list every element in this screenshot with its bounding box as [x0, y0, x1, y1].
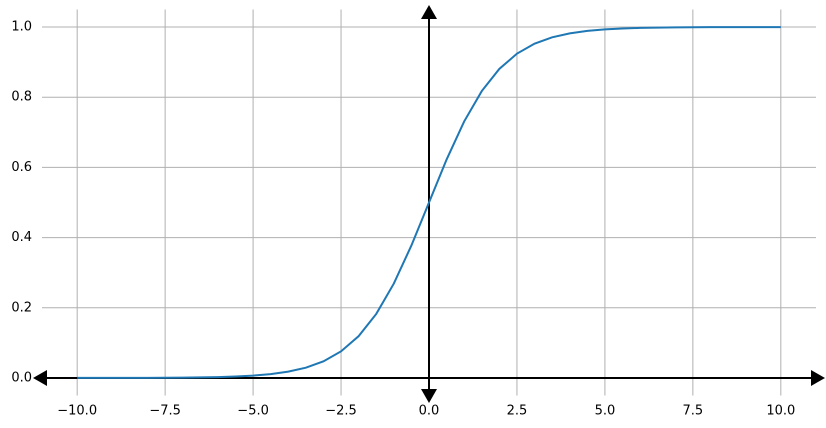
y-tick-label: 0.8	[11, 90, 32, 105]
y-tick-label: 0.2	[11, 300, 32, 315]
arrow	[33, 369, 47, 386]
y-tick-label: 1.0	[11, 20, 32, 35]
x-tick-label: 7.5	[683, 404, 704, 419]
y-tick-label: 0.0	[11, 370, 32, 385]
y-tick-label: 0.6	[11, 160, 32, 175]
x-tick-label: 2.5	[507, 404, 528, 419]
line-series	[77, 26, 781, 379]
x-tick-label: −5.0	[237, 404, 269, 419]
x-tick-label: 10.0	[766, 404, 795, 419]
arrow	[811, 369, 825, 386]
arrow	[421, 389, 437, 403]
x-tick-label: −10.0	[57, 404, 97, 419]
y-tick-label: 0.4	[11, 230, 32, 245]
arrow	[421, 5, 437, 19]
x-tick-label: 5.0	[595, 404, 616, 419]
x-tick-label: −2.5	[325, 404, 357, 419]
x-tick-label: −7.5	[149, 404, 181, 419]
x-tick-label: 0.0	[419, 404, 440, 419]
